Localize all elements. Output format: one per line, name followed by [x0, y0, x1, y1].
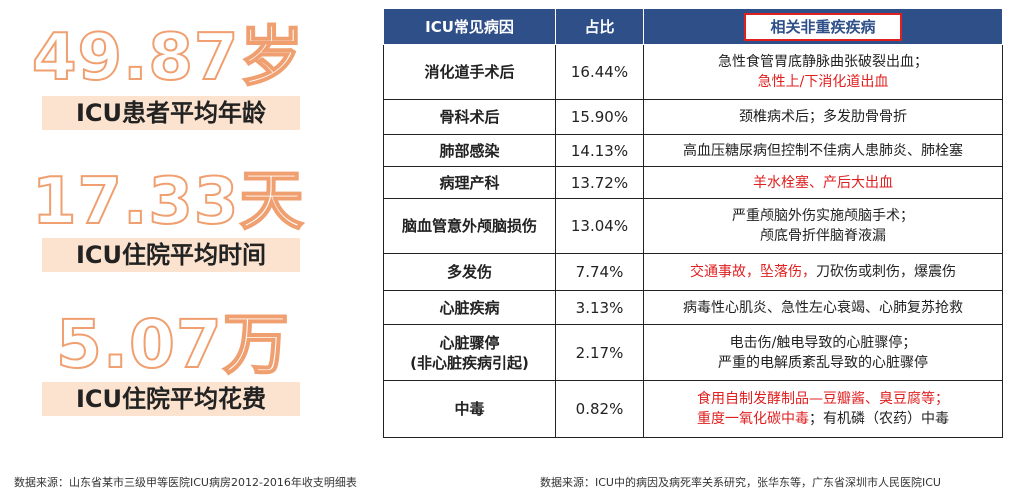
source-note-left: 数据来源：山东省某市三级甲等医院ICU病房2012-2016年收支明细表 — [14, 476, 357, 489]
cause-ratio: 14.13% — [555, 134, 644, 167]
cause-name: 心脏疾病 — [383, 290, 556, 325]
cause-name: 肺部感染 — [383, 134, 556, 167]
cause-name: 病理产科 — [383, 166, 556, 199]
highlight-box: 相关非重疾疾病 — [744, 12, 902, 41]
cause-name: 多发伤 — [383, 253, 556, 291]
desc-line: 羊水栓塞、产后大出血 — [753, 174, 893, 191]
desc-part: 刀砍伤或刺伤，爆震伤 — [816, 264, 956, 280]
stat-value: 17.33天 — [31, 165, 305, 239]
desc-line: 电击伤/触电导致的心脏骤停； — [729, 334, 917, 351]
cause-name-line: 心脏骤停 — [439, 333, 500, 352]
table-row: 心脏疾病 3.13% 病毒性心肌炎、急性左心衰竭、心肺复苏抢救 — [383, 290, 1003, 325]
desc-line: 严重颅脑外伤实施颅脑手术； — [732, 208, 914, 224]
stat-label: ICU住院平均时间 — [75, 241, 267, 269]
desc-line: 急性上/下消化道出血 — [757, 74, 889, 90]
cause-name: 中毒 — [383, 380, 556, 438]
desc-line: 重度一氧化碳中毒；有机磷（农药）中毒 — [650, 409, 996, 429]
stat-label: ICU患者平均年龄 — [75, 99, 267, 127]
desc-line: 颅底骨折伴脑脊液漏 — [760, 228, 886, 244]
header-related: 相关非重疾疾病 — [643, 8, 1003, 45]
header-cause: ICU常见病因 — [383, 8, 556, 45]
desc-line: 严重的电解质紊乱导致的心脏骤停 — [718, 354, 928, 371]
cause-ratio: 13.72% — [555, 166, 644, 199]
table-header-row: ICU常见病因 占比 相关非重疾疾病 — [383, 8, 1003, 45]
related-disease: 病毒性心肌炎、急性左心衰竭、心肺复苏抢救 — [643, 290, 1003, 325]
cause-name: 心脏骤停 (非心脏疾病引起) — [383, 324, 556, 381]
related-disease: 严重颅脑外伤实施颅脑手术； 颅底骨折伴脑脊液漏 — [643, 198, 1003, 254]
table-row: 肺部感染 14.13% 高血压糖尿病但控制不佳病人患肺炎、肺栓塞 — [383, 134, 1003, 167]
related-disease: 急性食管胃底静脉曲张破裂出血； 急性上/下消化道出血 — [643, 44, 1003, 100]
cause-name: 骨科术后 — [383, 99, 556, 135]
related-disease: 食用自制发酵制品—豆瓣酱、臭豆腐等； 重度一氧化碳中毒；有机磷（农药）中毒 — [643, 380, 1003, 438]
stat-value: 49.87岁 — [31, 21, 305, 95]
desc-part: ；有机磷（农药）中毒 — [809, 411, 949, 427]
stat-band — [42, 96, 300, 130]
cause-ratio: 3.13% — [555, 290, 644, 325]
related-disease: 颈椎病术后；多发肋骨骨折 — [643, 99, 1003, 135]
desc-line: 食用自制发酵制品—豆瓣酱、臭豆腐等； — [697, 391, 949, 407]
stat-value: 5.07万 — [55, 306, 290, 383]
desc-line: 高血压糖尿病但控制不佳病人患肺炎、肺栓塞 — [683, 142, 963, 159]
stat-band — [42, 382, 300, 416]
desc-line: 颈椎病术后；多发肋骨骨折 — [739, 109, 907, 125]
cause-ratio: 0.82% — [555, 380, 644, 438]
header-ratio: 占比 — [555, 8, 644, 45]
desc-part: 交通事故，坠落伤， — [690, 264, 816, 280]
desc-part: 重度一氧化碳中毒 — [697, 411, 809, 427]
table-row: 消化道手术后 16.44% 急性食管胃底静脉曲张破裂出血； 急性上/下消化道出血 — [383, 44, 1003, 100]
table-row: 骨科术后 15.90% 颈椎病术后；多发肋骨骨折 — [383, 99, 1003, 135]
cause-ratio: 16.44% — [555, 44, 644, 100]
cause-name: 脑血管意外颅脑损伤 — [383, 198, 556, 254]
cause-ratio: 15.90% — [555, 99, 644, 135]
cause-ratio: 7.74% — [555, 253, 644, 291]
cause-ratio: 13.04% — [555, 198, 644, 254]
source-note-right: 数据来源：ICU中的病因及病死率关系研究，张华东等，广东省深圳市人民医院ICU — [540, 476, 941, 489]
stat-average-age: 49.87岁 ICU患者平均年龄 — [0, 21, 340, 136]
cause-name: 消化道手术后 — [383, 44, 556, 100]
stat-average-cost: 5.07万 ICU住院平均花费 — [0, 306, 340, 422]
related-disease: 羊水栓塞、产后大出血 — [643, 166, 1003, 199]
table-row: 心脏骤停 (非心脏疾病引起) 2.17% 电击伤/触电导致的心脏骤停； 严重的电… — [383, 324, 1003, 381]
related-disease: 高血压糖尿病但控制不佳病人患肺炎、肺栓塞 — [643, 134, 1003, 167]
stat-average-stay: 17.33天 ICU住院平均时间 — [0, 165, 340, 280]
table-row: 脑血管意外颅脑损伤 13.04% 严重颅脑外伤实施颅脑手术； 颅底骨折伴脑脊液漏 — [383, 198, 1003, 254]
related-disease: 交通事故，坠落伤，刀砍伤或刺伤，爆震伤 — [643, 253, 1003, 291]
icu-cause-table: ICU常见病因 占比 相关非重疾疾病 消化道手术后 16.44% 急性食管胃底静… — [383, 8, 1003, 438]
cause-ratio: 2.17% — [555, 324, 644, 381]
table-row: 中毒 0.82% 食用自制发酵制品—豆瓣酱、臭豆腐等； 重度一氧化碳中毒；有机磷… — [383, 380, 1003, 438]
stat-band — [42, 238, 300, 272]
table-row: 多发伤 7.74% 交通事故，坠落伤，刀砍伤或刺伤，爆震伤 — [383, 253, 1003, 291]
related-disease: 电击伤/触电导致的心脏骤停； 严重的电解质紊乱导致的心脏骤停 — [643, 324, 1003, 381]
table-row: 病理产科 13.72% 羊水栓塞、产后大出血 — [383, 166, 1003, 199]
stat-label: ICU住院平均花费 — [75, 385, 267, 413]
desc-line: 急性食管胃底静脉曲张破裂出血； — [718, 54, 928, 70]
cause-name-line: (非心脏疾病引起) — [410, 353, 529, 372]
desc-line: 病毒性心肌炎、急性左心衰竭、心肺复苏抢救 — [683, 299, 963, 316]
